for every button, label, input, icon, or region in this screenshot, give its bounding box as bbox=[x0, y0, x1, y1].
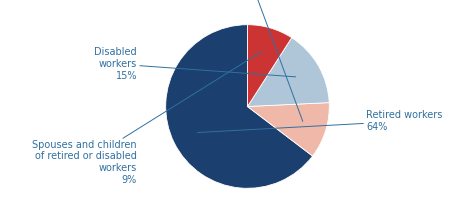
Wedge shape bbox=[248, 103, 329, 156]
Wedge shape bbox=[248, 38, 329, 106]
Text: Disabled
workers
15%: Disabled workers 15% bbox=[94, 47, 296, 81]
Text: Spouses and children
of retired or disabled
workers
9%: Spouses and children of retired or disab… bbox=[32, 52, 262, 184]
Wedge shape bbox=[248, 25, 292, 106]
Text: Survivors of deceased
workers 11%: Survivors of deceased workers 11% bbox=[198, 0, 306, 121]
Text: Retired workers
64%: Retired workers 64% bbox=[198, 110, 442, 132]
Wedge shape bbox=[166, 25, 313, 188]
